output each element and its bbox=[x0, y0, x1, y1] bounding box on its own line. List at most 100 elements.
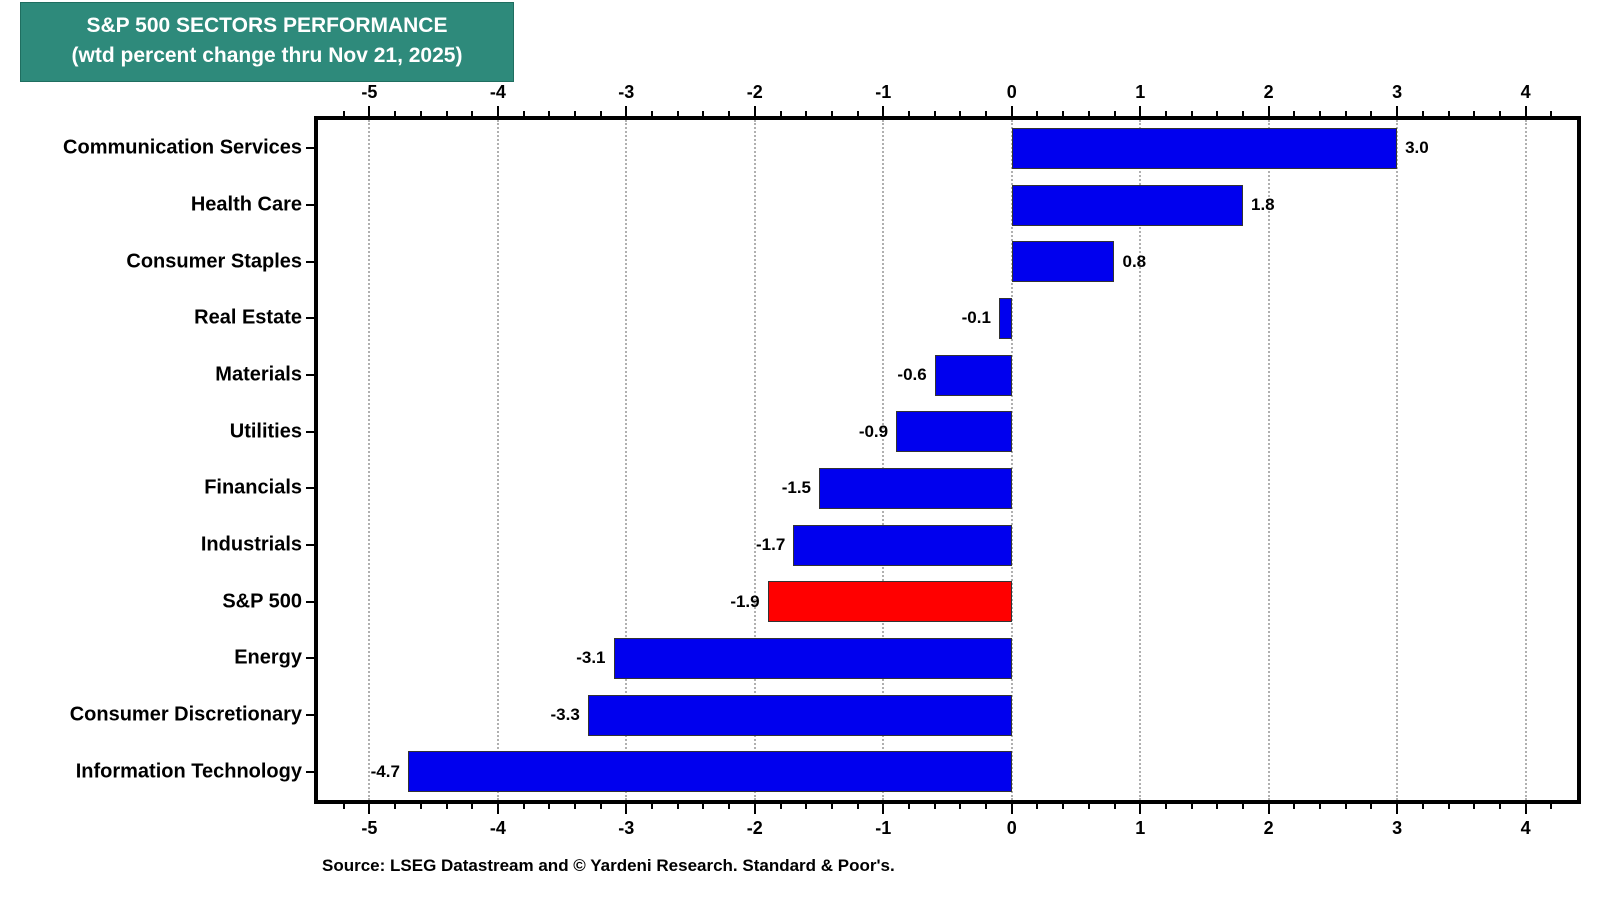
category-tick bbox=[306, 770, 314, 773]
axis-tick-minor bbox=[908, 804, 910, 809]
axis-tick-minor bbox=[830, 804, 833, 809]
axis-tick-minor bbox=[676, 111, 679, 116]
axis-tick-minor bbox=[805, 804, 808, 809]
axis-tick-minor bbox=[1087, 111, 1090, 116]
axis-tick-minor bbox=[445, 111, 448, 116]
axis-tick-label-bottom: 0 bbox=[1006, 818, 1017, 838]
bar bbox=[998, 297, 1012, 339]
bar-value-label: -1.7 bbox=[756, 535, 786, 554]
category-tick bbox=[306, 317, 314, 320]
axis-tick-major bbox=[1139, 804, 1142, 814]
axis-tick-minor bbox=[908, 111, 910, 116]
axis-tick-minor bbox=[1421, 111, 1424, 116]
bar bbox=[587, 694, 1012, 736]
category-tick bbox=[306, 147, 314, 150]
gridline bbox=[1396, 120, 1399, 800]
axis-tick-minor bbox=[1113, 804, 1116, 809]
axis-tick-minor bbox=[1242, 804, 1244, 809]
axis-tick-major bbox=[753, 804, 756, 814]
axis-tick-minor bbox=[548, 804, 551, 809]
axis-tick-minor bbox=[985, 111, 987, 116]
axis-tick-minor bbox=[419, 111, 422, 116]
axis-tick-minor bbox=[959, 804, 962, 809]
axis-tick-minor bbox=[1344, 804, 1347, 809]
axis-tick-label-top: -3 bbox=[618, 82, 635, 102]
axis-tick-minor bbox=[342, 111, 345, 116]
bar-value-label: -1.9 bbox=[730, 591, 760, 611]
axis-tick-minor bbox=[1036, 804, 1039, 809]
axis-tick-minor bbox=[522, 111, 525, 116]
axis-tick-minor bbox=[1164, 804, 1167, 809]
axis-tick-major bbox=[753, 106, 756, 116]
category-label: Information Technology bbox=[75, 760, 302, 783]
bar bbox=[1011, 127, 1398, 169]
axis-tick-major bbox=[1267, 106, 1270, 116]
axis-tick-label-bottom: -2 bbox=[746, 818, 763, 838]
axis-tick-minor bbox=[1344, 111, 1347, 116]
bar-value-label: -3.3 bbox=[550, 705, 580, 724]
axis-tick-minor bbox=[471, 111, 474, 116]
axis-tick-minor bbox=[573, 111, 576, 116]
category-tick bbox=[306, 260, 314, 263]
axis-tick-minor bbox=[1190, 804, 1193, 809]
category-label: Utilities bbox=[229, 420, 302, 443]
axis-tick-minor bbox=[1550, 111, 1553, 116]
category-label: Communication Services bbox=[63, 136, 302, 159]
axis-tick-minor bbox=[651, 804, 653, 809]
axis-tick-label-top: -2 bbox=[746, 82, 763, 102]
bar-value-label: -0.9 bbox=[858, 421, 889, 441]
axis-tick-minor bbox=[445, 804, 448, 809]
axis-tick-minor bbox=[1498, 804, 1501, 809]
bar-value-label: 3.0 bbox=[1405, 138, 1429, 158]
axis-tick-minor bbox=[1036, 111, 1039, 116]
category-label: Materials bbox=[215, 363, 302, 386]
bar bbox=[1011, 184, 1243, 226]
axis-tick-label-top: 0 bbox=[1006, 82, 1017, 102]
axis-tick-minor bbox=[1319, 111, 1322, 116]
axis-tick-minor bbox=[1319, 804, 1322, 809]
axis-tick-minor bbox=[1447, 111, 1450, 116]
axis-tick-major bbox=[1524, 106, 1527, 116]
chart-title-box: S&P 500 SECTORS PERFORMANCE (wtd percent… bbox=[20, 2, 514, 82]
axis-tick-minor bbox=[599, 111, 602, 116]
axis-tick-minor bbox=[959, 111, 962, 116]
gridline bbox=[1524, 120, 1527, 800]
axis-tick-minor bbox=[573, 804, 576, 809]
axis-tick-major bbox=[882, 106, 885, 116]
gridline bbox=[882, 120, 885, 800]
axis-tick-label-bottom: 3 bbox=[1392, 818, 1403, 838]
bar-value-label: -1.5 bbox=[781, 478, 811, 498]
gridline bbox=[1010, 120, 1013, 800]
axis-tick-minor bbox=[1242, 111, 1244, 116]
bar bbox=[407, 751, 1012, 793]
axis-tick-major bbox=[625, 804, 628, 814]
bar bbox=[767, 581, 1012, 623]
axis-tick-label-bottom: -1 bbox=[875, 818, 892, 838]
bar bbox=[819, 467, 1012, 509]
axis-tick-minor bbox=[702, 111, 705, 116]
axis-tick-minor bbox=[1087, 804, 1090, 809]
category-tick bbox=[306, 487, 314, 490]
gridline bbox=[1267, 120, 1270, 800]
bar bbox=[896, 411, 1012, 453]
axis-tick-major bbox=[1396, 106, 1399, 116]
axis-tick-major bbox=[368, 106, 371, 116]
axis-tick-major bbox=[1267, 804, 1270, 814]
axis-tick-minor bbox=[856, 111, 859, 116]
category-tick bbox=[306, 600, 314, 603]
axis-tick-major bbox=[368, 804, 371, 814]
bar-value-label: 0.8 bbox=[1122, 251, 1147, 271]
axis-tick-major bbox=[882, 804, 885, 814]
axis-tick-minor bbox=[471, 804, 474, 809]
category-tick bbox=[306, 657, 314, 660]
bar-value-label: -0.6 bbox=[897, 365, 927, 384]
axis-tick-label-top: 1 bbox=[1135, 82, 1146, 102]
axis-tick-major bbox=[1396, 804, 1399, 814]
axis-tick-minor bbox=[1498, 111, 1501, 116]
gridline bbox=[753, 120, 756, 800]
axis-tick-minor bbox=[1370, 804, 1373, 809]
chart-title-line1: S&P 500 SECTORS PERFORMANCE bbox=[86, 14, 448, 37]
category-label: Industrials bbox=[200, 533, 302, 556]
bar-value-label: -0.1 bbox=[961, 308, 991, 328]
axis-tick-minor bbox=[985, 804, 987, 809]
